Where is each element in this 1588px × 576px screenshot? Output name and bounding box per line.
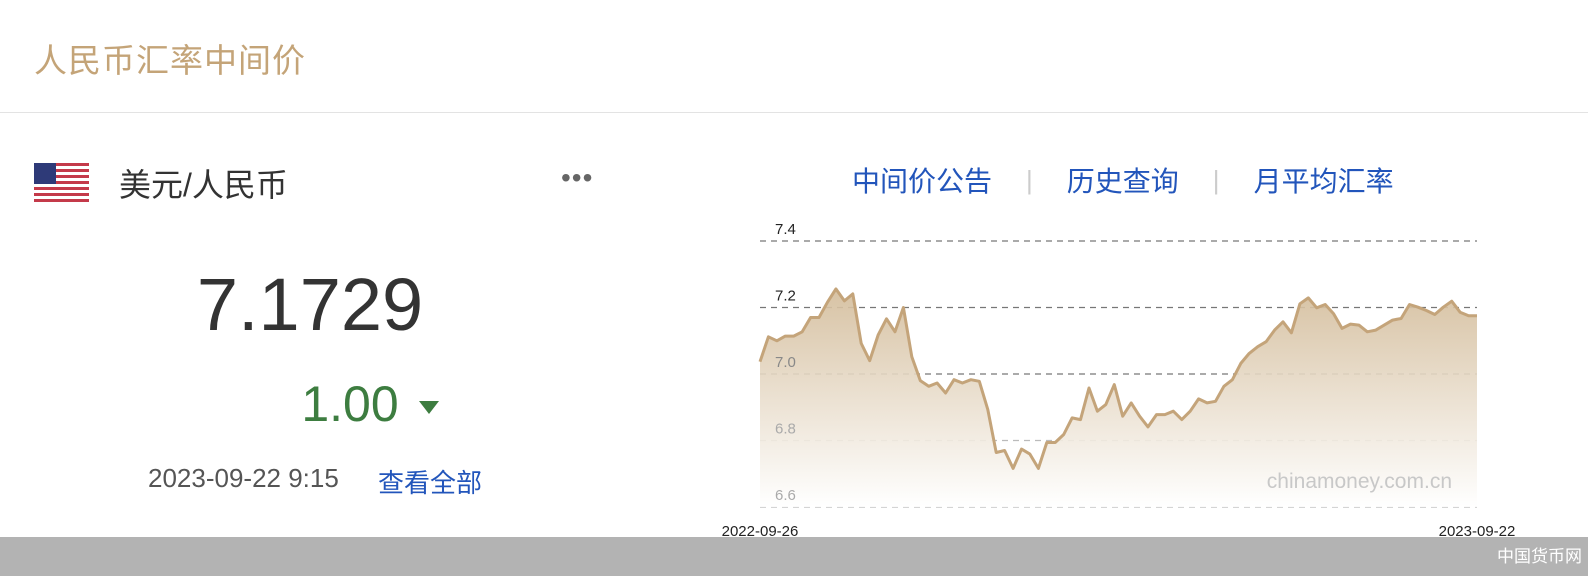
y-tick-label: 6.8 — [775, 421, 796, 438]
link-history-query[interactable]: 历史查询 — [1066, 166, 1179, 197]
page-title: 人民币汇率中间价 — [34, 42, 306, 79]
timestamp: 2023-09-22 9:15 — [148, 463, 339, 493]
y-tick-label: 6.6 — [775, 487, 796, 504]
view-all-link[interactable]: 查看全部 — [378, 468, 483, 498]
down-arrow-icon — [418, 401, 439, 415]
x-tick-label: 2022-09-26 — [722, 523, 799, 537]
us-flag-icon — [34, 163, 89, 202]
y-tick-label: 7.2 — [775, 288, 796, 305]
link-monthly-average[interactable]: 月平均汇率 — [1253, 166, 1394, 197]
footer-brand: 中国货币网 — [1497, 547, 1582, 566]
separator: | — [1026, 164, 1033, 195]
chart-area — [760, 288, 1477, 507]
change-value: 1.00 — [301, 376, 399, 432]
rate-chart: 7.4 7.2 7.0 6.8 6.6 chinamoney.com.cn 2022-0… — [722, 221, 1516, 537]
footer-bar: 中国货币网 — [0, 537, 1588, 576]
chart-line — [758, 287, 1477, 470]
currency-pair: 美元/人民币 — [119, 167, 288, 203]
link-midprice-announcement[interactable]: 中间价公告 — [852, 166, 993, 197]
chart-links: 中间价公告 | 历史查询 | 月平均汇率 — [852, 160, 1394, 200]
rate-change: 1.00 — [0, 375, 740, 433]
exchange-rate-value: 7.1729 — [196, 263, 424, 346]
y-tick-label: 7.4 — [775, 221, 796, 238]
x-tick-label: 2023-09-22 — [1439, 523, 1516, 537]
chart-watermark: chinamoney.com.cn — [1267, 470, 1452, 493]
more-options-button[interactable]: ••• — [561, 162, 594, 193]
page-header: 人民币汇率中间价 — [0, 0, 1588, 113]
y-tick-label: 7.0 — [775, 354, 796, 371]
separator: | — [1212, 164, 1220, 195]
